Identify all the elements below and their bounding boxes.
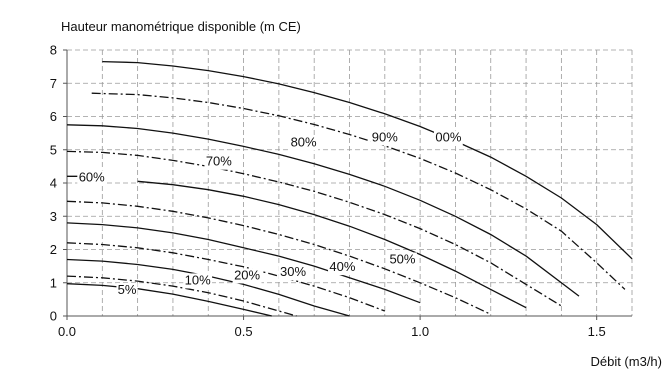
curve-label-6: 50% bbox=[389, 251, 415, 266]
y-tick-label-0: 0 bbox=[50, 309, 57, 324]
curve-label-bg-11 bbox=[370, 130, 400, 146]
y-tick-label-7: 7 bbox=[50, 76, 57, 91]
y-tick-label-1: 1 bbox=[50, 275, 57, 290]
curve-extra-4 bbox=[66, 222, 421, 304]
curve-50pct bbox=[137, 180, 527, 309]
y-tick-label-4: 4 bbox=[50, 176, 57, 191]
curve-label-bg-5 bbox=[328, 260, 357, 276]
curve-70pct bbox=[66, 150, 562, 307]
curve-label-11: 90% bbox=[372, 129, 398, 144]
curve-label-bg-12 bbox=[433, 130, 463, 146]
curve-label-10: 80% bbox=[291, 134, 317, 149]
x-axis-title: Débit (m3/h) bbox=[590, 354, 662, 369]
curve-10pct bbox=[66, 275, 297, 317]
y-tick-label-5: 5 bbox=[50, 142, 57, 157]
curve-label-12: 00% bbox=[435, 129, 461, 144]
curve-label-bg-6 bbox=[388, 252, 417, 268]
curve-label-0: 5% bbox=[118, 282, 137, 297]
curve-label-2: 20% bbox=[234, 267, 260, 282]
grid bbox=[67, 49, 633, 316]
y-tick-label-8: 8 bbox=[50, 43, 57, 58]
tick-labels: 0 1 2 3 4 5 6 7 8 0.0 0.5 1.0 1.5 bbox=[50, 43, 606, 340]
curve-labels: 5% 10% 20% 30% 40% 50% 60% 70% 80% 90% 00% bbox=[77, 129, 463, 299]
y-tick-label-3: 3 bbox=[50, 209, 57, 224]
curve-extra-9 bbox=[66, 124, 580, 297]
curve-90pct bbox=[102, 60, 633, 260]
y-axis-title: Hauteur manométrique disponible (m CE) bbox=[61, 19, 301, 34]
curve-label-5: 40% bbox=[329, 259, 355, 274]
curve-label-bg-4 bbox=[278, 265, 308, 281]
curve-label-bg-8 bbox=[204, 154, 234, 170]
curves bbox=[66, 60, 633, 317]
curve-label-bg-7 bbox=[77, 170, 107, 186]
y-tick-label-2: 2 bbox=[50, 242, 57, 257]
curve-30pct bbox=[66, 242, 386, 312]
curve-label-bg-2 bbox=[232, 268, 262, 284]
curve-40pct bbox=[66, 200, 491, 315]
curve-80pct bbox=[91, 92, 626, 290]
curve-label-bg-1 bbox=[183, 273, 213, 289]
curve-5pct bbox=[66, 283, 272, 317]
x-tick-label-3: 1.5 bbox=[588, 324, 606, 339]
x-tick-label-0: 0.0 bbox=[58, 324, 76, 339]
x-tick-label-2: 1.0 bbox=[411, 324, 429, 339]
curve-label-8: 70% bbox=[206, 154, 232, 169]
x-tick-label-1: 0.5 bbox=[235, 324, 253, 339]
axes bbox=[63, 49, 632, 320]
curve-label-1: 10% bbox=[185, 272, 211, 287]
y-tick-label-6: 6 bbox=[50, 109, 57, 124]
curve-label-bg-0 bbox=[116, 283, 138, 299]
curve-label-bg-10 bbox=[289, 135, 318, 151]
curve-label-4: 30% bbox=[280, 264, 306, 279]
curve-label-7: 60% bbox=[79, 169, 105, 184]
